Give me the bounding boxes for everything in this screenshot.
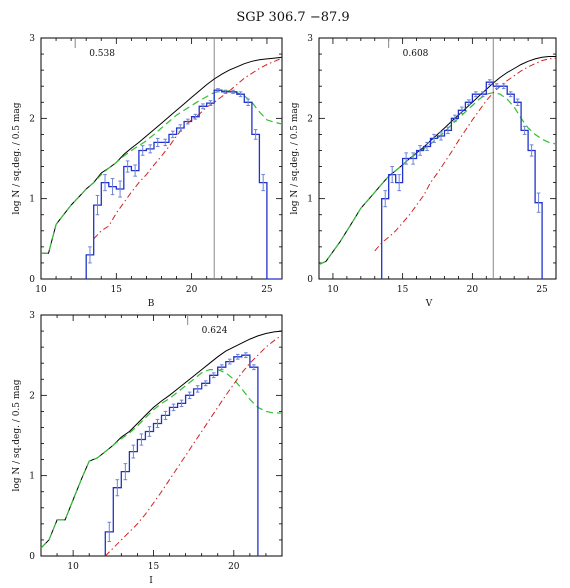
red-model-line [104,334,283,557]
total-model-line [318,56,556,265]
x-tick-label: 20 [228,562,240,572]
y-axis-label: log N / sq.deg. / 0.5 mag [12,102,22,214]
x-axis-label: I [149,576,153,586]
y-tick-label: 1 [29,195,35,205]
x-axis-label: B [148,299,155,309]
plot-frame [318,37,557,280]
x-tick-label: 20 [467,285,479,295]
x-tick-label: 25 [261,285,273,295]
red-model-line [374,57,557,252]
x-tick-label: 20 [186,285,198,295]
green-model-line [41,90,283,254]
x-tick-label: 10 [327,285,339,295]
y-axis-label: log N / sq.deg. / 0.5 mag [12,379,22,491]
green-model-line [40,369,282,549]
x-tick-label: 15 [148,562,160,572]
annotation-value: 0.538 [89,49,115,59]
y-tick-label: 0 [29,275,35,285]
figure-title: SGP 306.7 −87.9 [236,10,349,25]
count-histogram [381,81,543,279]
x-tick-label: 10 [67,562,79,572]
y-tick-label: 0 [307,275,313,285]
y-tick-label: 3 [307,34,313,44]
y-axis-label: log N / sq.deg. / 0.5 mag [290,102,300,214]
y-tick-label: 2 [307,114,313,124]
y-tick-label: 1 [307,195,313,205]
y-tick-label: 1 [29,472,35,482]
annotation-value: 0.624 [202,326,228,336]
red-model-line [93,57,283,240]
x-tick-label: 10 [35,285,47,295]
y-tick-label: 2 [29,114,35,124]
plot-frame [40,37,283,280]
y-tick-label: 2 [29,391,35,401]
y-tick-label: 3 [29,311,35,321]
x-tick-label: 25 [536,285,548,295]
count-histogram [85,89,282,280]
annotation-value: 0.608 [403,49,429,59]
x-tick-label: 15 [397,285,409,295]
x-tick-label: 15 [111,285,123,295]
y-tick-label: 0 [29,552,35,562]
total-model-line [40,330,283,549]
plot-frame [40,314,283,557]
green-model-line [318,91,557,266]
total-model-line [41,56,283,254]
y-tick-label: 3 [29,34,35,44]
x-axis-label: V [425,299,433,309]
